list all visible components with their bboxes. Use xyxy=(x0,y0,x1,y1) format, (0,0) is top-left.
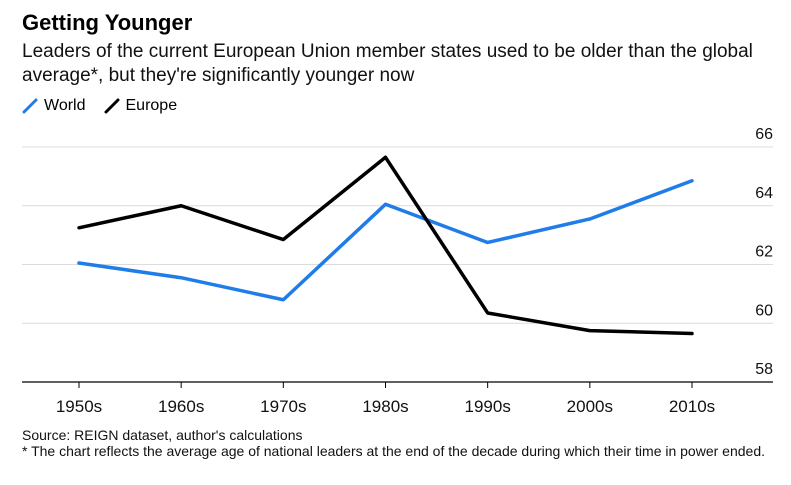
source-note: Source: REIGN dataset, author's calculat… xyxy=(22,427,303,443)
chart-subtitle: Leaders of the current European Union me… xyxy=(22,41,753,86)
x-tick-label-1980s: 1980s xyxy=(362,397,408,416)
y-tick-label-58: 58 xyxy=(755,361,773,378)
series-lines xyxy=(77,155,694,336)
x-tick-label-2010s: 2010s xyxy=(669,397,715,416)
x-tick-label-1950s: 1950s xyxy=(56,397,102,416)
legend-label-world: World xyxy=(44,97,86,114)
legend-swatch-world xyxy=(22,98,38,114)
y-tick-label-62: 62 xyxy=(755,244,773,261)
grid-lines xyxy=(22,146,773,383)
footnote: * The chart reflects the average age of … xyxy=(22,443,765,459)
x-tick-label-2000s: 2000s xyxy=(567,397,613,416)
x-axis-ticks: 1950s 1960s 1970s 1980s 1990s 2000s 2010s xyxy=(56,382,715,416)
x-tick-label-1970s: 1970s xyxy=(260,397,306,416)
legend: World Europe xyxy=(22,97,195,115)
legend-item-europe: Europe xyxy=(104,97,178,115)
y-tick-label-60: 60 xyxy=(755,302,773,319)
y-tick-label-66: 66 xyxy=(755,126,773,143)
legend-item-world: World xyxy=(22,97,86,115)
x-tick-label-1990s: 1990s xyxy=(465,397,511,416)
x-tick-label-1960s: 1960s xyxy=(158,397,204,416)
series-line-world xyxy=(77,179,694,302)
chart-title: Getting Younger xyxy=(22,10,193,35)
legend-label-europe: Europe xyxy=(125,97,178,114)
legend-swatch-europe xyxy=(104,98,120,114)
chart-footer: Source: REIGN dataset, author's calculat… xyxy=(22,427,772,459)
y-axis-ticks: 58 60 62 64 66 xyxy=(755,126,773,378)
y-tick-label-64: 64 xyxy=(755,185,773,202)
series-line-europe xyxy=(77,155,694,336)
